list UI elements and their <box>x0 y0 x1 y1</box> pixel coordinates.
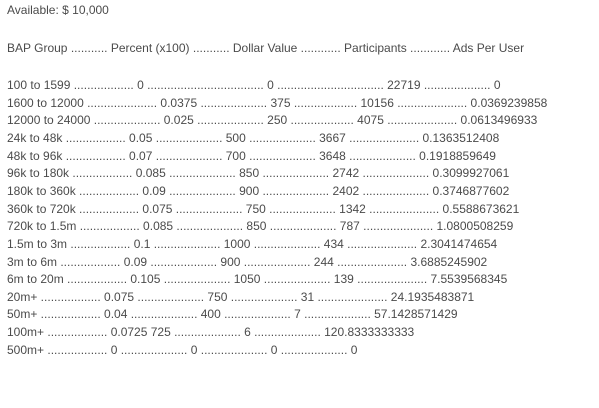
table-row: 96k to 180k .................. 0.085 ...… <box>7 166 510 181</box>
table-row: 500m+ .................. 0 .............… <box>7 342 358 357</box>
table-row: 24k to 48k .................. 0.05 .....… <box>7 130 500 145</box>
table-row: 12000 to 24000 .................... 0.02… <box>7 113 538 128</box>
table-row: 50m+ .................. 0.04 ...........… <box>7 307 458 322</box>
table-row: 360k to 720k .................. 0.075 ..… <box>7 201 520 216</box>
table-row: 1600 to 12000 ..................... 0.03… <box>7 95 548 110</box>
table-row: 20m+ .................. 0.075 ..........… <box>7 289 475 304</box>
table-row: 48k to 96k .................. 0.07 .....… <box>7 148 496 163</box>
table-header-line: BAP Group ........... Percent (x100) ...… <box>7 41 525 55</box>
table-row: 720k to 1.5m .................. 0.085 ..… <box>7 219 514 234</box>
available-budget-text: Available: $ 10,000 <box>7 3 109 17</box>
table-row: 3m to 6m .................. 0.09 .......… <box>7 254 488 269</box>
table-row: 180k to 360k .................. 0.09 ...… <box>7 183 510 198</box>
table-row: 100m+ .................. 0.0725 725 ....… <box>7 325 415 340</box>
table-row: 6m to 20m .................. 0.105 .....… <box>7 272 508 287</box>
table-row: 100 to 1599 .................. 0 .......… <box>7 78 501 92</box>
table-row: 1.5m to 3m .................. 0.1 ......… <box>7 236 498 251</box>
